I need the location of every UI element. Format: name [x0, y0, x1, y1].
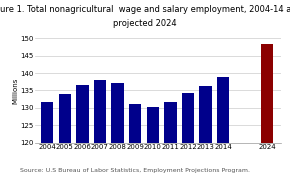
- Bar: [261, 44, 273, 174]
- Bar: [94, 80, 106, 174]
- Bar: [147, 107, 159, 174]
- Bar: [111, 83, 124, 174]
- Bar: [76, 85, 88, 174]
- Bar: [217, 77, 229, 174]
- Text: Source: U.S Bureau of Labor Statistics, Employment Projections Program.: Source: U.S Bureau of Labor Statistics, …: [20, 168, 250, 173]
- Text: projected 2024: projected 2024: [113, 19, 177, 28]
- Text: Figure 1. Total nonagricultural  wage and salary employment, 2004-14 and: Figure 1. Total nonagricultural wage and…: [0, 5, 290, 14]
- Bar: [129, 104, 141, 174]
- Bar: [59, 94, 71, 174]
- Y-axis label: Millions: Millions: [12, 77, 19, 104]
- Bar: [200, 86, 212, 174]
- Bar: [182, 93, 194, 174]
- Bar: [164, 102, 177, 174]
- Bar: [41, 102, 53, 174]
